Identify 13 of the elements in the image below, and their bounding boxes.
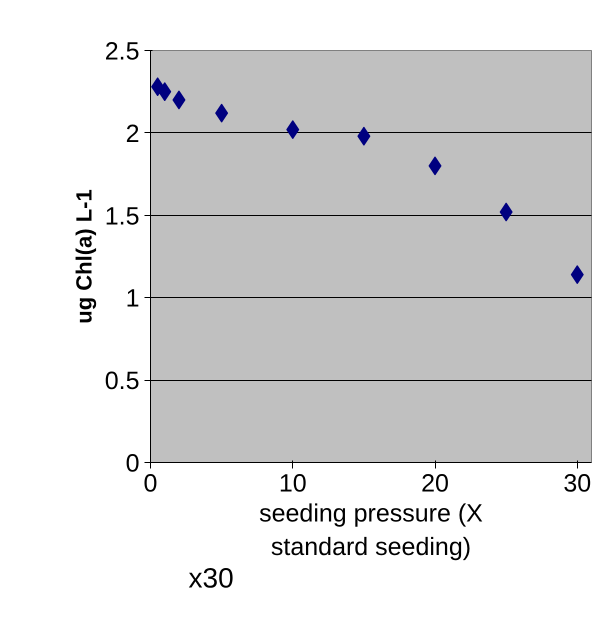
- y-tick-label: 2: [126, 120, 140, 148]
- x-tick-label: 10: [278, 470, 307, 498]
- y-tick-label: 2.5: [104, 38, 140, 66]
- y-tick-label: 0: [126, 450, 140, 478]
- y-tick-label: 1: [126, 284, 140, 313]
- x-tick-label: 20: [421, 470, 449, 498]
- x-tick-label: 0: [144, 470, 158, 498]
- y-tick-label: 1.5: [104, 202, 140, 230]
- text: x30: [188, 562, 234, 594]
- x-axis-title: seeding pressure (X standard seeding): [259, 500, 484, 562]
- x-tick-label: 30: [563, 470, 592, 498]
- y-axis-title: ug Chl(a) L-1: [72, 189, 97, 324]
- y-tick-label: 0.5: [104, 367, 140, 396]
